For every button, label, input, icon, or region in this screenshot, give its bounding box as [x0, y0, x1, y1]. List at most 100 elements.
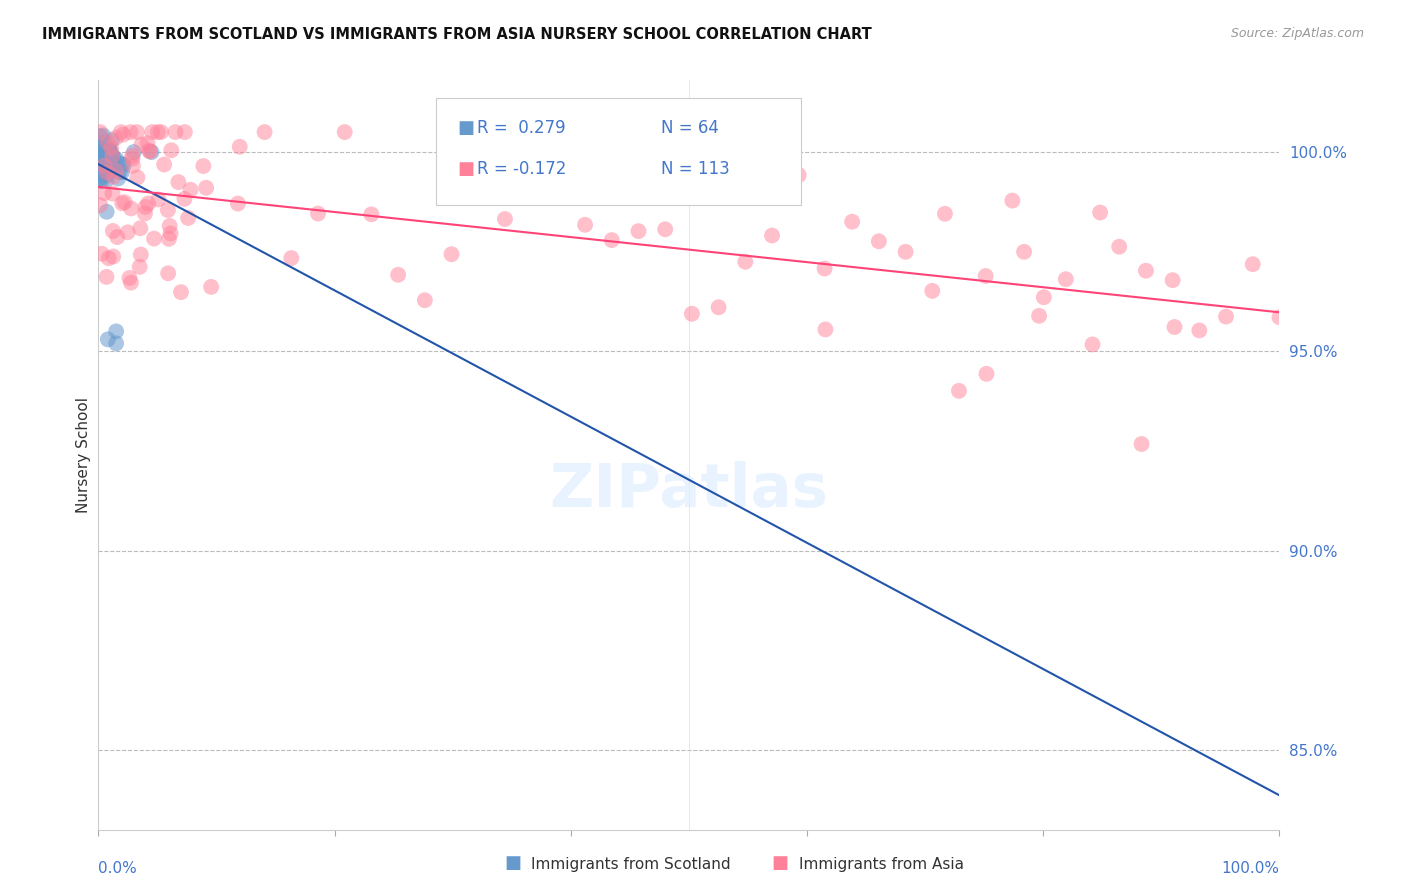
Point: [89, 153, 111, 168]
Point: [97, 154, 120, 169]
Point: [91, 152, 114, 166]
Point: [128, 260, 150, 274]
Point: [921, 284, 943, 298]
Point: [160, 143, 183, 157]
Point: [94, 161, 117, 175]
Point: [112, 158, 135, 172]
Point: [98, 143, 121, 157]
Point: [89, 172, 111, 186]
Point: [494, 212, 516, 227]
Point: [96, 163, 118, 178]
Point: [280, 251, 302, 265]
Point: [707, 300, 730, 314]
Point: [105, 164, 128, 178]
Point: [138, 144, 160, 158]
Point: [1268, 310, 1291, 325]
Point: [141, 125, 163, 139]
Point: [118, 271, 141, 285]
Point: [105, 336, 128, 351]
Text: N = 64: N = 64: [661, 119, 718, 136]
Point: [1215, 310, 1237, 324]
Point: [681, 307, 703, 321]
Point: [934, 207, 956, 221]
Point: [193, 159, 215, 173]
Point: [100, 153, 122, 168]
Point: [96, 269, 118, 284]
Text: R =  0.279: R = 0.279: [477, 119, 565, 136]
Text: Source: ZipAtlas.com: Source: ZipAtlas.com: [1230, 27, 1364, 40]
Point: [200, 280, 222, 294]
Point: [136, 136, 159, 150]
Point: [93, 159, 115, 173]
Point: [98, 144, 121, 158]
Point: [89, 172, 111, 186]
Point: [101, 149, 124, 163]
Point: [117, 225, 139, 239]
Point: [101, 224, 124, 238]
Point: [467, 178, 489, 192]
Text: ■: ■: [505, 855, 522, 872]
Point: [179, 183, 201, 197]
Point: [1188, 323, 1211, 337]
Point: [165, 125, 187, 139]
Point: [814, 322, 837, 336]
Point: [101, 153, 124, 168]
Point: [1241, 257, 1264, 271]
Point: [153, 157, 176, 171]
Point: [91, 145, 114, 160]
Point: [139, 145, 162, 159]
Point: [1081, 337, 1104, 351]
Point: [121, 152, 143, 166]
Point: [96, 168, 118, 182]
Point: [89, 148, 111, 162]
Point: [157, 232, 180, 246]
Point: [90, 174, 112, 188]
Point: [91, 154, 114, 169]
Point: [108, 156, 131, 170]
Point: [150, 125, 173, 139]
Point: [97, 332, 120, 346]
Point: [734, 254, 756, 268]
Point: [93, 136, 115, 150]
Text: ■: ■: [457, 119, 474, 136]
Point: [1130, 437, 1153, 451]
Point: [93, 146, 115, 161]
Point: [104, 130, 127, 145]
Point: [90, 167, 112, 181]
Point: [111, 157, 134, 171]
Point: [111, 165, 134, 179]
Point: [108, 165, 131, 179]
Point: [1108, 240, 1130, 254]
Point: [96, 204, 118, 219]
Point: [101, 133, 124, 147]
Point: [122, 145, 145, 159]
Point: [148, 193, 170, 207]
Point: [103, 250, 125, 264]
Point: [976, 367, 998, 381]
Point: [129, 247, 152, 261]
Text: ■: ■: [772, 855, 789, 872]
Text: R = -0.172: R = -0.172: [477, 161, 567, 178]
Point: [91, 155, 114, 169]
Point: [131, 137, 153, 152]
Point: [89, 148, 111, 162]
Point: [101, 151, 124, 165]
Point: [1088, 205, 1111, 219]
Point: [761, 228, 783, 243]
Point: [894, 244, 917, 259]
Point: [333, 125, 356, 139]
Point: [97, 155, 120, 169]
Point: [122, 159, 145, 173]
Point: [413, 293, 436, 308]
Point: [97, 135, 120, 149]
Point: [101, 162, 124, 177]
Point: [167, 175, 190, 189]
Point: [87, 151, 110, 165]
Point: [1028, 309, 1050, 323]
Point: [135, 200, 157, 214]
Point: [195, 181, 218, 195]
Point: [91, 150, 114, 164]
Point: [1012, 244, 1035, 259]
Point: [574, 218, 596, 232]
Point: [177, 211, 200, 225]
